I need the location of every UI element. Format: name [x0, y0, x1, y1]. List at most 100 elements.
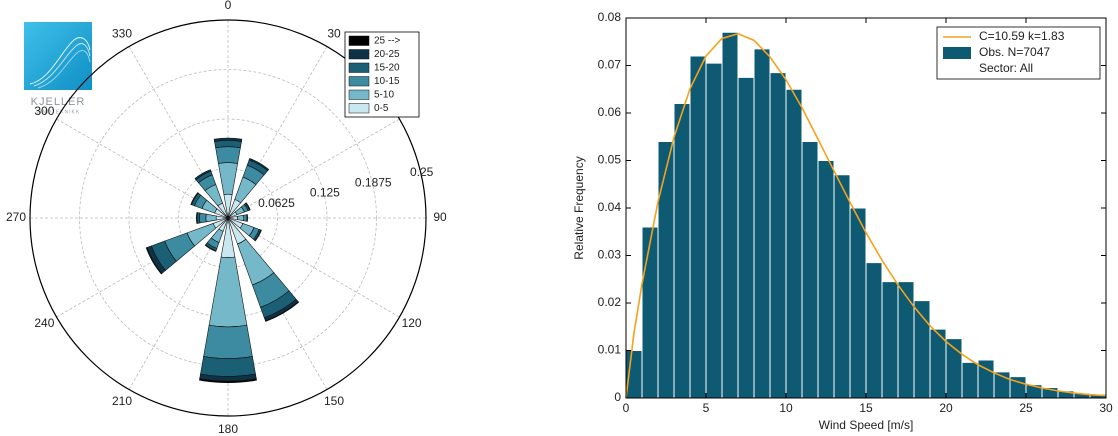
- logo-curve: [29, 37, 91, 85]
- logo-subtitle: VINDTEKNIKK: [36, 109, 80, 115]
- fit-line: [625, 32, 1107, 399]
- histogram-bar: [897, 281, 915, 399]
- y-tick-label: 0.01: [598, 343, 622, 357]
- x-tick-label: 0: [623, 401, 630, 415]
- wind-sector: [199, 378, 257, 384]
- x-tick-label: 30: [1099, 401, 1113, 415]
- wind-sector: [204, 244, 217, 252]
- y-tick-label: 0.04: [598, 200, 622, 214]
- wind-sector: [218, 162, 238, 195]
- y-tick-label: 0.08: [598, 10, 622, 24]
- histogram-bar: [737, 76, 755, 399]
- legend-label: 10-15: [374, 76, 400, 87]
- wind-sector: [243, 214, 248, 222]
- logo-curve: [37, 49, 91, 89]
- legend-label: C=10.59 k=1.83: [979, 29, 1065, 43]
- x-tick-label: 10: [779, 401, 793, 415]
- ring-grid-line: [79, 69, 377, 367]
- legend-label: 15-20: [374, 62, 400, 73]
- wind-sector: [145, 247, 163, 275]
- histogram-bar: [865, 262, 883, 399]
- direction-label: 270: [6, 210, 26, 224]
- x-tick-label: 5: [703, 401, 710, 415]
- histogram-bar: [673, 103, 691, 399]
- y-tick-label: 0.07: [598, 58, 622, 72]
- x-tick-label: 25: [1019, 401, 1033, 415]
- logo-square: [24, 22, 92, 90]
- legend-label: 25 -->: [374, 35, 401, 46]
- direction-label: 210: [112, 394, 132, 408]
- legend-swatch: [348, 49, 370, 60]
- legend-swatch: [348, 76, 370, 87]
- wind-sector: [254, 229, 262, 242]
- legend-swatch: [348, 103, 370, 114]
- histogram-bar: [641, 226, 659, 399]
- r-tick-label: 0.1875: [355, 175, 392, 189]
- histogram-bar: [753, 48, 771, 399]
- r-tick-label: 0.25: [410, 165, 434, 179]
- histogram-bar: [721, 31, 739, 399]
- legend-note: Sector: All: [979, 61, 1033, 75]
- legend-swatch: [348, 35, 370, 46]
- direction-label: 0: [225, 0, 232, 12]
- wind-sector: [200, 356, 256, 377]
- legend-label: 20-25: [374, 49, 400, 60]
- legend-swatch: [943, 47, 971, 59]
- y-axis-label: Relative Frequency: [572, 156, 586, 259]
- logo-title: KJELLER: [31, 96, 86, 108]
- wind-sector: [213, 137, 243, 142]
- wind-sector: [215, 146, 241, 164]
- y-tick-label: 0.02: [598, 295, 622, 309]
- legend-label: Obs. N=7047: [979, 45, 1050, 59]
- direction-label: 90: [433, 210, 447, 224]
- legend-box: [344, 31, 420, 118]
- direction-label: 30: [327, 27, 341, 41]
- histogram-bar: [705, 62, 723, 399]
- y-tick-label: 0: [614, 390, 621, 404]
- legend-swatch: [348, 62, 370, 73]
- histogram-bar: [769, 72, 787, 399]
- direction-label: 240: [34, 316, 54, 330]
- wind-sector: [199, 212, 207, 224]
- histogram-bar: [689, 55, 707, 399]
- wind-sector: [248, 158, 270, 172]
- direction-label: 150: [324, 394, 344, 408]
- logo: KJELLER VINDTEKNIKK: [24, 22, 92, 115]
- y-tick-label: 0.06: [598, 105, 622, 119]
- r-tick-label: 0.0625: [258, 196, 295, 210]
- wind-sector: [203, 324, 253, 359]
- wind-sector: [245, 202, 251, 211]
- direction-label: 120: [402, 316, 422, 330]
- spoke-grid-line: [227, 118, 400, 219]
- logo-curve: [33, 43, 91, 87]
- direction-label: 300: [34, 104, 54, 118]
- histogram-bar: [849, 207, 867, 399]
- direction-label: 180: [218, 422, 238, 436]
- x-tick-label: 20: [939, 401, 953, 415]
- wind-sector: [190, 192, 199, 206]
- legend-label: 5-10: [374, 89, 394, 100]
- wind-sector: [264, 301, 300, 322]
- wind-sector: [208, 256, 248, 328]
- wind-sector: [194, 169, 212, 181]
- y-tick-label: 0.03: [598, 248, 622, 262]
- wind-sector: [196, 212, 198, 224]
- wind-sector: [214, 140, 242, 149]
- wind-sector: [237, 214, 245, 222]
- legend-label: 0-5: [374, 103, 389, 114]
- histogram-bar: [657, 141, 675, 399]
- x-axis-label: Wind Speed [m/s]: [819, 418, 914, 432]
- y-tick-label: 0.05: [598, 153, 622, 167]
- histogram-bar: [801, 141, 819, 399]
- histogram-bar: [881, 281, 899, 399]
- histogram-bar: [961, 361, 979, 399]
- outer-ring: [29, 19, 427, 417]
- r-tick-label: 0.125: [310, 186, 340, 200]
- direction-label: 330: [112, 27, 132, 41]
- histogram-bar: [785, 88, 803, 399]
- wind-sector: [246, 214, 249, 222]
- x-tick-label: 15: [859, 401, 873, 415]
- legend-swatch: [348, 89, 370, 100]
